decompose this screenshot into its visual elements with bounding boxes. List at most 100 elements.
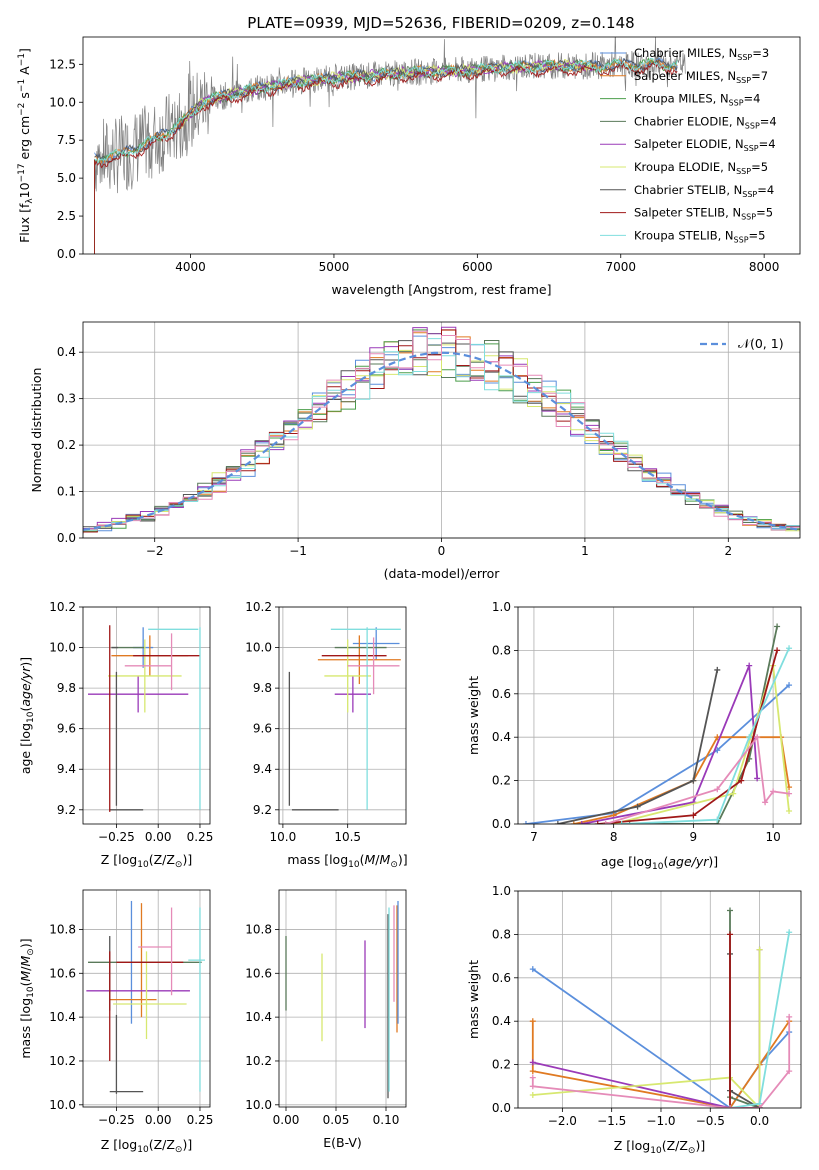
y-tick-label: 0.1 <box>57 485 76 499</box>
mass-weight-vs-age-panel: 7 8 9 10 0.0 0.2 0.4 0.6 0.8 1.0 mass weight age [l… <box>466 600 802 872</box>
plus-marker <box>746 734 753 741</box>
axes-frame <box>278 889 407 1108</box>
legend-subscript: SSP <box>734 235 749 244</box>
x-axis-label-part: ⊙ <box>175 860 183 870</box>
plus-marker <box>746 662 753 669</box>
x-tick-label: 0 <box>438 544 446 558</box>
x-tick-label: −0.5 <box>696 1114 725 1128</box>
axes-frame <box>517 890 802 1109</box>
legend-label: Salpeter MILES, NSSP=7 <box>634 69 768 85</box>
y-tick-label: 9.2 <box>57 803 76 817</box>
y-tick-label: 9.4 <box>253 762 272 776</box>
y-tick-label: 10.4 <box>245 1010 272 1024</box>
x-tick-label: 2 <box>724 544 732 558</box>
plus-marker <box>602 821 609 824</box>
x-tick-label: −1.5 <box>597 1114 626 1128</box>
plot-area <box>83 326 800 535</box>
x-axis-label-part: )] <box>695 1138 705 1153</box>
x-tick-label: 10.5 <box>334 830 361 844</box>
plus-marker <box>634 803 641 810</box>
plus-marker <box>786 1068 793 1075</box>
y-axis-label: age [log10(age/yr)] <box>18 657 36 774</box>
y-tick-label: 0.0 <box>57 247 76 261</box>
y-tick-label: 10.8 <box>245 922 272 936</box>
model-spectrum-line <box>94 62 678 254</box>
x-tick-label: 0.0 <box>750 1114 769 1128</box>
axes-frame <box>82 889 211 1108</box>
x-tick-label: −0.25 <box>98 830 135 844</box>
y-axis-label: mass [log10(M/M⊙)] <box>18 938 36 1058</box>
y-tick-label: 10.4 <box>49 1010 76 1024</box>
x-axis-label-part: age [log <box>601 854 652 869</box>
x-axis-label-part: )] <box>708 854 718 869</box>
x-axis-label-part: M <box>365 852 376 867</box>
plot-area <box>285 900 399 1099</box>
y-tick-label: 1.0 <box>492 884 511 898</box>
plus-marker <box>594 821 601 824</box>
x-axis-label-part: Z [log <box>101 1137 137 1152</box>
x-tick-label: 8000 <box>749 260 780 274</box>
plus-marker <box>578 821 585 824</box>
x-axis-label-part: ⊙ <box>175 1145 183 1155</box>
legend-label: Chabrier MILES, NSSP=3 <box>634 46 769 62</box>
plus-marker <box>529 1074 536 1081</box>
plus-marker <box>738 777 745 784</box>
x-axis-label-part: 10 <box>650 1146 662 1156</box>
axes-frame <box>278 606 407 825</box>
legend-label: Kroupa ELODIE, NSSP=5 <box>634 160 768 176</box>
plot-area <box>522 623 793 824</box>
plus-marker <box>786 929 793 936</box>
plus-marker <box>786 790 793 797</box>
legend-subscript: SSP <box>741 213 756 222</box>
y-axis-label-part: ( <box>18 707 33 712</box>
x-axis-label-part: 10 <box>348 860 360 870</box>
x-axis-label-part: 10 <box>137 1145 149 1155</box>
axes-frame <box>82 36 801 255</box>
plus-marker <box>618 821 625 824</box>
y-axis-label-part: age [log <box>18 723 33 774</box>
legend-subscript: SSP <box>742 190 757 199</box>
mass-weight-line <box>621 647 790 824</box>
y-tick-label: 0.3 <box>57 392 76 406</box>
legend-subscript: SSP <box>736 167 751 176</box>
x-axis-label: Z [log10(Z/Z⊙)] <box>614 1138 705 1156</box>
plus-marker <box>529 1091 536 1098</box>
legend-count: =4 <box>757 183 774 197</box>
plus-marker <box>756 1105 763 1108</box>
x-tick-label: 7 <box>530 830 538 844</box>
y-tick-label: 10.6 <box>245 966 272 980</box>
y-tick-label: 0.4 <box>492 730 511 744</box>
legend-label: Chabrier ELODIE, NSSP=4 <box>634 114 777 130</box>
plus-marker <box>529 1068 536 1075</box>
model-spectrum-line <box>94 57 678 164</box>
x-tick-label: 10 <box>765 830 780 844</box>
x-axis-label-part: (Z/Z <box>149 852 175 867</box>
plot-area <box>86 900 205 1094</box>
y-tick-label: 7.5 <box>57 133 76 147</box>
y-tick-label: 9.6 <box>57 722 76 736</box>
y-tick-label: 10.0 <box>245 1098 272 1112</box>
plus-marker <box>786 645 793 652</box>
y-tick-label: 9.2 <box>253 803 272 817</box>
axes-frame <box>82 321 801 539</box>
plus-marker <box>730 790 737 797</box>
plus-marker <box>727 931 734 938</box>
plus-marker <box>529 1059 536 1066</box>
x-tick-label: −1.0 <box>646 1114 675 1128</box>
x-tick-label: 4000 <box>175 260 206 274</box>
x-axis-label-part: 10 <box>652 862 664 872</box>
y-axis-label-part: ( <box>18 982 33 987</box>
plot-area <box>288 627 401 811</box>
normal-distribution-curve <box>83 351 800 531</box>
y-tick-label: 0.0 <box>492 817 511 831</box>
plus-marker <box>714 786 721 793</box>
x-axis-label: Z [log10(Z/Z⊙)] <box>101 1137 192 1155</box>
y-axis-label-part: )] <box>18 657 33 667</box>
x-tick-label: 0.05 <box>323 1113 350 1127</box>
plus-marker <box>727 1105 734 1108</box>
y-tick-label: 9.4 <box>57 762 76 776</box>
x-axis-label-part: ⊙ <box>390 860 398 870</box>
y-axis-label-part: / <box>18 966 33 971</box>
x-tick-label: −2 <box>146 544 164 558</box>
